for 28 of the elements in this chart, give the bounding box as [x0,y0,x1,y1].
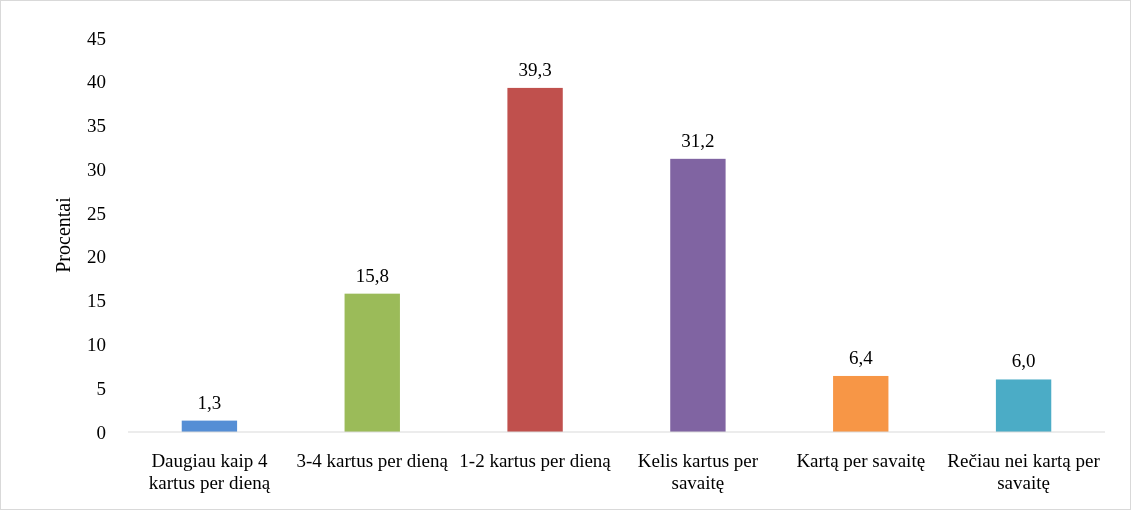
data-label: 15,8 [355,264,389,286]
x-tick-label: Kelis kartus per savaitę [637,450,759,493]
data-label: 39,3 [518,58,552,80]
data-label: 31,2 [681,129,715,151]
y-tick-label: 0 [96,421,106,443]
y-tick-label: 20 [87,246,106,268]
bar [995,379,1052,432]
y-tick-label: 15 [87,290,106,312]
y-tick-label: 35 [87,115,106,137]
x-tick-label: 3-4 kartus per dieną [296,450,449,471]
x-tick-label: Daugiau kaip 4 kartus per dieną [148,450,271,493]
y-tick-label: 45 [87,27,106,49]
y-tick-label: 40 [87,71,106,93]
x-tick-label: Kartą per savaitę [796,450,926,471]
bar [344,293,400,432]
bar [507,87,563,432]
x-tick-label: 1-2 kartus per dieną [459,450,612,471]
bar [833,375,889,432]
x-tick-label: Rečiau nei kartą per savaitę [947,450,1101,493]
y-tick-label: 25 [87,202,106,224]
y-tick-label: 10 [87,334,106,356]
y-axis-title: Procentai [52,196,74,273]
data-label: 6,0 [1011,350,1036,372]
data-label: 1,3 [197,391,222,413]
y-tick-label: 30 [87,158,106,180]
bar [670,158,726,432]
y-tick-label: 5 [96,377,106,399]
data-label: 6,4 [848,346,874,368]
